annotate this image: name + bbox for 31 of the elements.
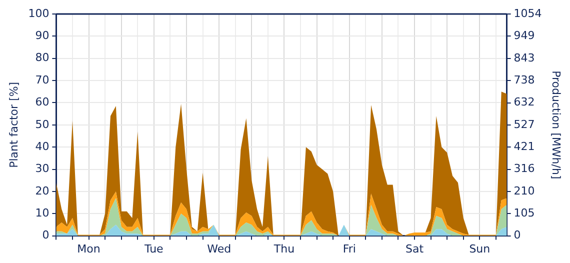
x-tick-label: Wed (207, 242, 232, 256)
y2-axis-title: Production [MWh/h] (550, 70, 563, 180)
y-tick-label: 80 (35, 51, 50, 64)
y-tick-label: 40 (35, 140, 50, 153)
y2-tick-label: 843 (514, 51, 535, 64)
y-tick-label: 60 (35, 96, 50, 109)
y-tick-label: 90 (35, 29, 50, 42)
y2-tick-label: 0 (514, 228, 521, 242)
y-tick-label: 50 (35, 118, 50, 131)
y2-tick-label: 527 (514, 118, 535, 131)
y2-tick-label: 738 (514, 73, 535, 86)
y2-tick-label: 421 (514, 140, 535, 154)
y-tick-label: 0 (42, 228, 50, 242)
y2-tick-label: 1054 (514, 6, 542, 20)
x-tick-label: Sat (405, 242, 424, 256)
y-tick-label: 10 (35, 206, 50, 220)
y2-tick-label: 105 (514, 206, 535, 220)
y2-tick-label: 949 (514, 28, 535, 42)
x-tick-label: Fri (342, 242, 356, 256)
x-tick-label: Thu (272, 242, 295, 256)
y-axis-title: Plant factor [%] (7, 82, 20, 168)
y-tick-label: 70 (35, 73, 50, 86)
y2-tick-label: 632 (514, 96, 535, 109)
x-tick-label: Tue (144, 242, 164, 256)
y-tick-label: 100 (28, 6, 50, 20)
y2-tick-label: 316 (514, 162, 535, 176)
y-tick-label: 20 (35, 184, 50, 198)
x-tick-label: Sun (469, 242, 490, 256)
y-tick-label: 30 (35, 162, 50, 176)
y2-tick-label: 210 (514, 184, 535, 198)
x-tick-label: Mon (77, 242, 100, 256)
